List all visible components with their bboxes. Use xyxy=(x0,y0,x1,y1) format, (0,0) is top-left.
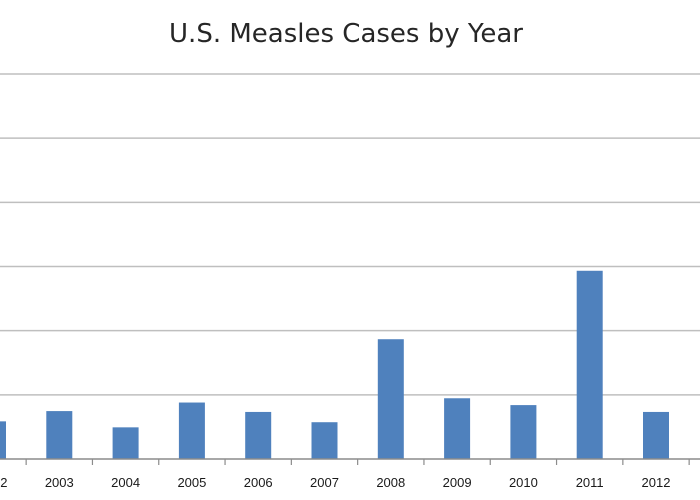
bar-2004 xyxy=(112,427,139,459)
bar-2005 xyxy=(178,402,205,459)
x-tick-labels: 2002 2003 2004 2005 2006 2007 2008 2009 2010 2011… xyxy=(0,459,690,490)
x-tick-label: 2004 xyxy=(111,475,140,490)
x-tick-label: 2005 xyxy=(177,475,206,490)
x-tick-label: 2003 xyxy=(45,475,74,490)
chart-title: U.S. Measles Cases by Year xyxy=(169,19,523,49)
x-tick-label: 2007 xyxy=(310,475,339,490)
bar-2003 xyxy=(46,411,73,459)
x-tick-label: 2002 xyxy=(0,475,7,490)
bars xyxy=(0,270,669,459)
x-tick-label: 2010 xyxy=(509,475,538,490)
bar-2007 xyxy=(311,422,338,459)
x-tick-label: 2009 xyxy=(443,475,472,490)
x-tick-label: 2011 xyxy=(576,475,604,490)
x-tick-label: 2006 xyxy=(244,475,273,490)
bar-2010 xyxy=(510,405,537,459)
bar-2012 xyxy=(643,411,669,459)
bar-2002 xyxy=(0,421,6,459)
x-tick-label: 2008 xyxy=(376,475,405,490)
bar-2008 xyxy=(377,339,404,459)
bar-2011 xyxy=(576,270,603,459)
bar-2006 xyxy=(245,411,272,459)
bar-2009 xyxy=(444,398,471,459)
x-tick-label: 2012 xyxy=(642,475,671,490)
